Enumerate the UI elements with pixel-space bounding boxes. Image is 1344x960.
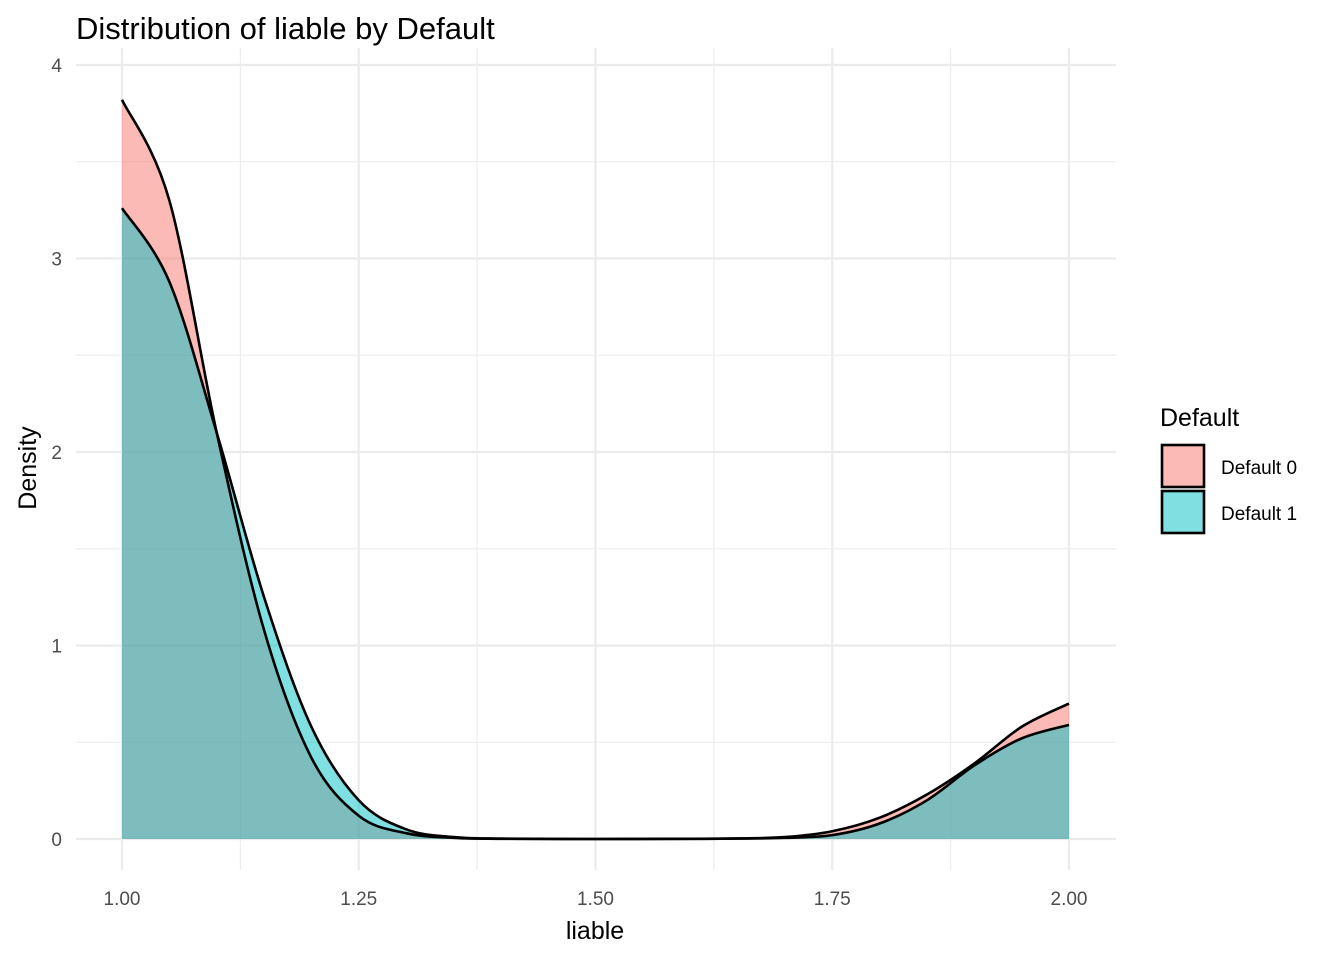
x-tick-label: 1.50 [577, 889, 614, 910]
legend-label: Default 0 [1221, 458, 1297, 479]
legend: Default Default 0 Default 1 [1160, 404, 1297, 535]
legend-key-border [1160, 443, 1206, 489]
legend-title: Default [1160, 404, 1239, 432]
y-axis-title: Density [14, 426, 42, 510]
density-area-default-1 [122, 208, 1069, 839]
x-axis-ticks: 1.00 1.25 1.50 1.75 2.00 [104, 889, 1088, 910]
legend-label: Default 1 [1221, 504, 1297, 525]
y-tick-label: 0 [51, 830, 62, 851]
x-tick-label: 1.75 [814, 889, 851, 910]
y-tick-label: 4 [51, 56, 62, 77]
y-axis-ticks: 0 1 2 3 4 [51, 56, 62, 851]
y-tick-label: 3 [51, 250, 62, 271]
legend-key-fill [1162, 445, 1204, 487]
density-line-default-1 [120, 207, 1070, 841]
legend-items: Default 0 Default 1 [1160, 443, 1297, 535]
y-tick-label: 1 [51, 637, 62, 658]
legend-key-border [1160, 489, 1206, 535]
x-axis-title: liable [566, 917, 624, 945]
density-outlines [120, 99, 1070, 841]
chart-title: Distribution of liable by Default [76, 11, 495, 46]
y-tick-label: 2 [51, 443, 62, 464]
x-tick-label: 1.25 [340, 889, 377, 910]
x-tick-label: 2.00 [1051, 889, 1088, 910]
x-tick-label: 1.00 [104, 889, 141, 910]
legend-key-fill [1162, 491, 1204, 533]
